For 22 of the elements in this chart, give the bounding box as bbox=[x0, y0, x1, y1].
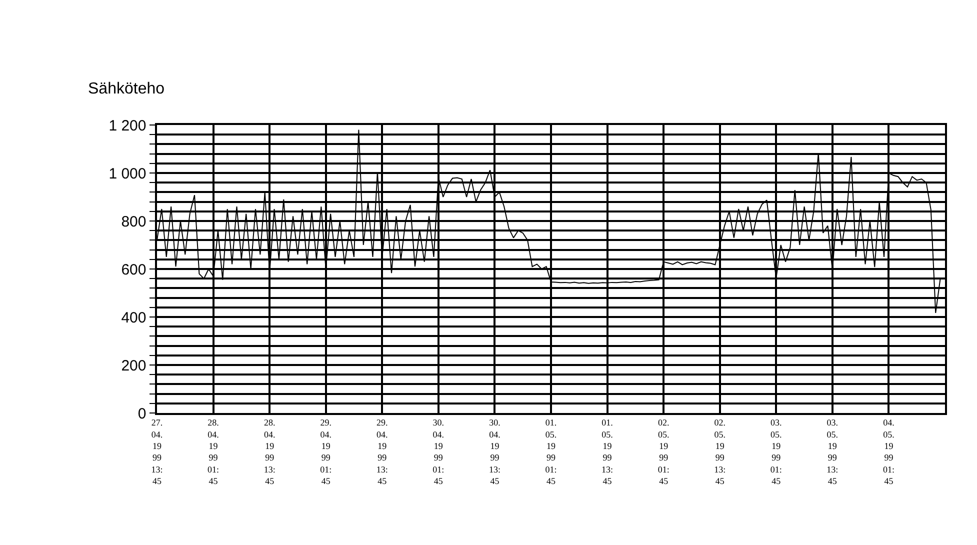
y-tick-label: 400 bbox=[121, 309, 146, 326]
y-tick-label: 0 bbox=[138, 405, 146, 422]
y-tick-label: 800 bbox=[121, 213, 146, 230]
x-tick-label: 02. 05. 19 99 13: 45 bbox=[714, 418, 726, 486]
y-tick-label: 200 bbox=[121, 357, 146, 374]
x-tick-label: 01. 05. 19 99 13: 45 bbox=[602, 418, 614, 486]
x-tick-label: 30. 04. 19 99 01: 45 bbox=[432, 418, 444, 486]
x-tick-label: 28. 04. 19 99 13: 45 bbox=[264, 418, 276, 486]
y-tick-label: 1 200 bbox=[108, 117, 146, 134]
x-tick-label: 04. 05. 19 99 01: 45 bbox=[882, 418, 894, 486]
chart-title: Sähköteho bbox=[88, 80, 165, 98]
x-tick-label: 03. 05. 19 99 01: 45 bbox=[770, 418, 782, 486]
x-tick-label: 03. 05. 19 99 13: 45 bbox=[826, 418, 838, 486]
x-tick-label: 01. 05. 19 99 01: 45 bbox=[545, 418, 557, 486]
x-tick-label: 02. 05. 19 99 01: 45 bbox=[658, 418, 670, 486]
x-tick-label: 30. 04. 19 99 13: 45 bbox=[488, 418, 500, 486]
y-tick-label: 1 000 bbox=[108, 165, 146, 182]
x-tick-label: 27. 04. 19 99 13: 45 bbox=[151, 418, 163, 486]
y-tick-label: 600 bbox=[121, 261, 146, 278]
x-tick-label: 29. 04. 19 99 13: 45 bbox=[376, 418, 388, 486]
x-tick-label: 28. 04. 19 99 01: 45 bbox=[208, 418, 220, 486]
x-tick-label: 29. 04. 19 99 01: 45 bbox=[320, 418, 332, 486]
